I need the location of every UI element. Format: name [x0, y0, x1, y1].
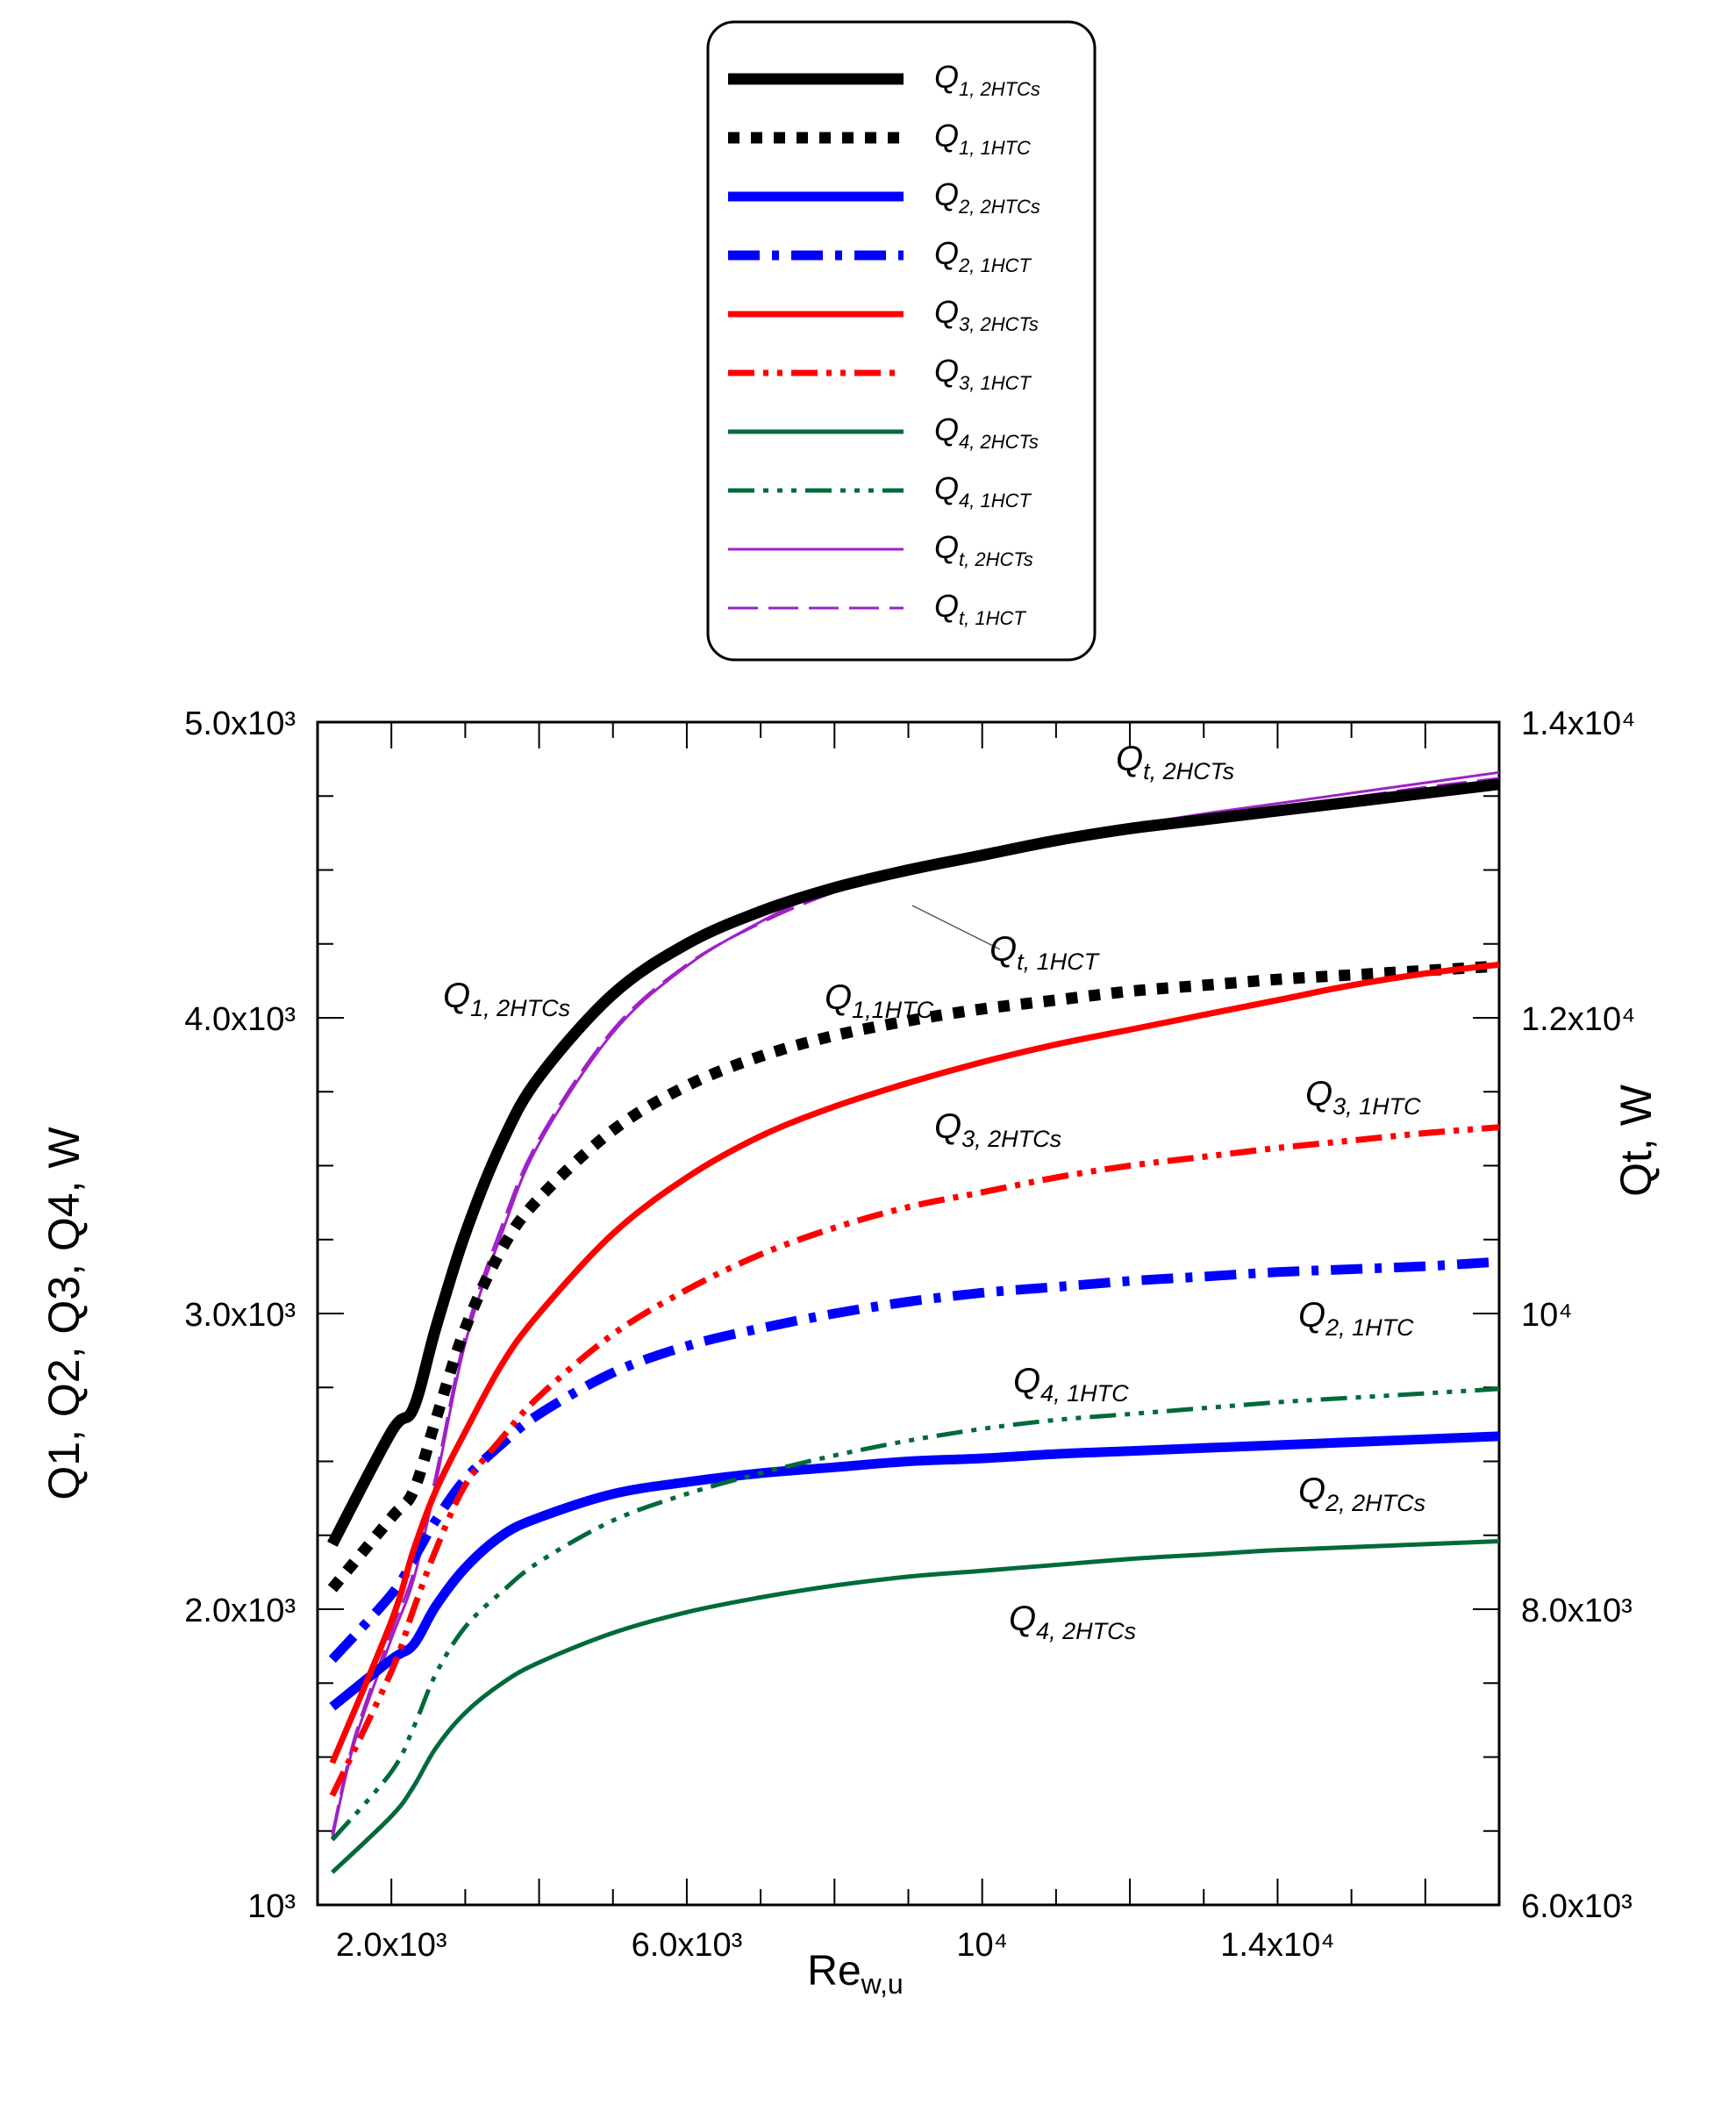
ann-q4-2htcs: Q4, 2HTCs [1009, 1600, 1136, 1644]
legend-label-q3_2hcts: Q3, 2HCTs [934, 294, 1039, 335]
series-line-q3_1hct [329, 1124, 1500, 1797]
x-tick-label: 1.4x10⁴ [1220, 1927, 1334, 1964]
y-axis-left-label: Q1, Q2, Q3, Q4, W [39, 1127, 89, 1500]
y-axis-right-title: Qt, W [1611, 1084, 1661, 1197]
x-tick-label: 10⁴ [956, 1927, 1008, 1964]
y-left-tick-label: 3.0x10³ [184, 1297, 296, 1334]
legend-label-q2_2htcs: Q2, 2HTCs [934, 176, 1040, 218]
legend-label-q4_2hcts: Q4, 2HCTs [934, 412, 1039, 453]
series-line-q2_1hct [328, 1256, 1500, 1664]
legend-label-q2_1hct: Q2, 1HCT [934, 235, 1032, 276]
legend-label-q4_1hct: Q4, 1HCT [934, 470, 1032, 512]
legend-label-q1_2htcs: Q1, 2HTCs [934, 59, 1040, 100]
x-axis-label: Rew,u [807, 1948, 903, 2000]
y-right-tick-label: 10⁴ [1521, 1297, 1573, 1334]
legend-label-qt_2hcts: Qt, 2HCTs [934, 529, 1033, 570]
legend-label-q1_1htc: Q1, 1HTC [934, 118, 1031, 159]
y-axis-right-label: Qt, W [1611, 1084, 1661, 1197]
legend-label-qt_1hct: Qt, 1HCT [934, 588, 1026, 629]
legend: Q1, 2HTCs Q1, 1HTC Q2, 2HTCs Q2, 1HCT Q3, 2H… [706, 20, 1097, 662]
y-right-tick-label: 1.2x10⁴ [1521, 1001, 1635, 1038]
legend-box [706, 20, 1097, 662]
x-tick-label: 6.0x10³ [632, 1927, 743, 1964]
x-axis-title: Rew,u [807, 1948, 903, 2000]
legend-label-q3_1hct: Q3, 1HCT [934, 353, 1032, 394]
y-left-tick-label: 2.0x10³ [184, 1593, 296, 1629]
series-line-q1_2htcs [327, 778, 1500, 1547]
y-right-tick-label: 1.4x10⁴ [1521, 705, 1635, 742]
y-axis-left-title: Q1, Q2, Q3, Q4, W [39, 1127, 89, 1500]
y-right-tick-label: 8.0x10³ [1521, 1593, 1632, 1629]
y-right-tick-label: 6.0x10³ [1521, 1888, 1632, 1925]
ann-q4-1htc: Q4, 1HTC [1013, 1362, 1129, 1407]
series-line-q4_2hcts [331, 1539, 1500, 1874]
y-left-tick-label: 5.0x10³ [184, 705, 296, 742]
ann-q3-1htc: Q3, 1HTC [1305, 1075, 1421, 1120]
ann-qt-1hct: Qt, 1HCT [989, 930, 1101, 975]
ann-q2-1htc: Q2, 1HTC [1298, 1296, 1414, 1341]
ann-qt-2hcts: Qt, 2HCTs [1116, 740, 1234, 784]
ann-q1-2htcs: Q1, 2HTCs [443, 977, 570, 1021]
qt-1hct-leader-line [911, 905, 1001, 950]
annotations: Qt, 2HCTs Qt, 1HCT Q1, 2HTCs Q1,1HTC Q3, 2HT… [443, 740, 1425, 1644]
ann-q1-1htc: Q1,1HTC [825, 978, 934, 1023]
series-line-q2_2htcs [329, 1431, 1500, 1711]
y-left-tick-label: 10³ [247, 1888, 296, 1925]
series-line-q3_2hcts [329, 961, 1500, 1765]
y-left-tick-label: 4.0x10³ [184, 1001, 296, 1038]
tick-labels: 2.0x10³ 6.0x10³ 10⁴ 1.4x10⁴ 10³ 2.0x10³ 3.0x10… [184, 705, 1635, 1964]
ann-q2-2htcs: Q2, 2HTCs [1298, 1471, 1425, 1516]
axis-ticks [317, 721, 1500, 1906]
x-tick-label: 2.0x10³ [336, 1927, 447, 1964]
series-layer [327, 770, 1500, 1874]
ann-q3-2htcs: Q3, 2HTCs [934, 1107, 1061, 1152]
